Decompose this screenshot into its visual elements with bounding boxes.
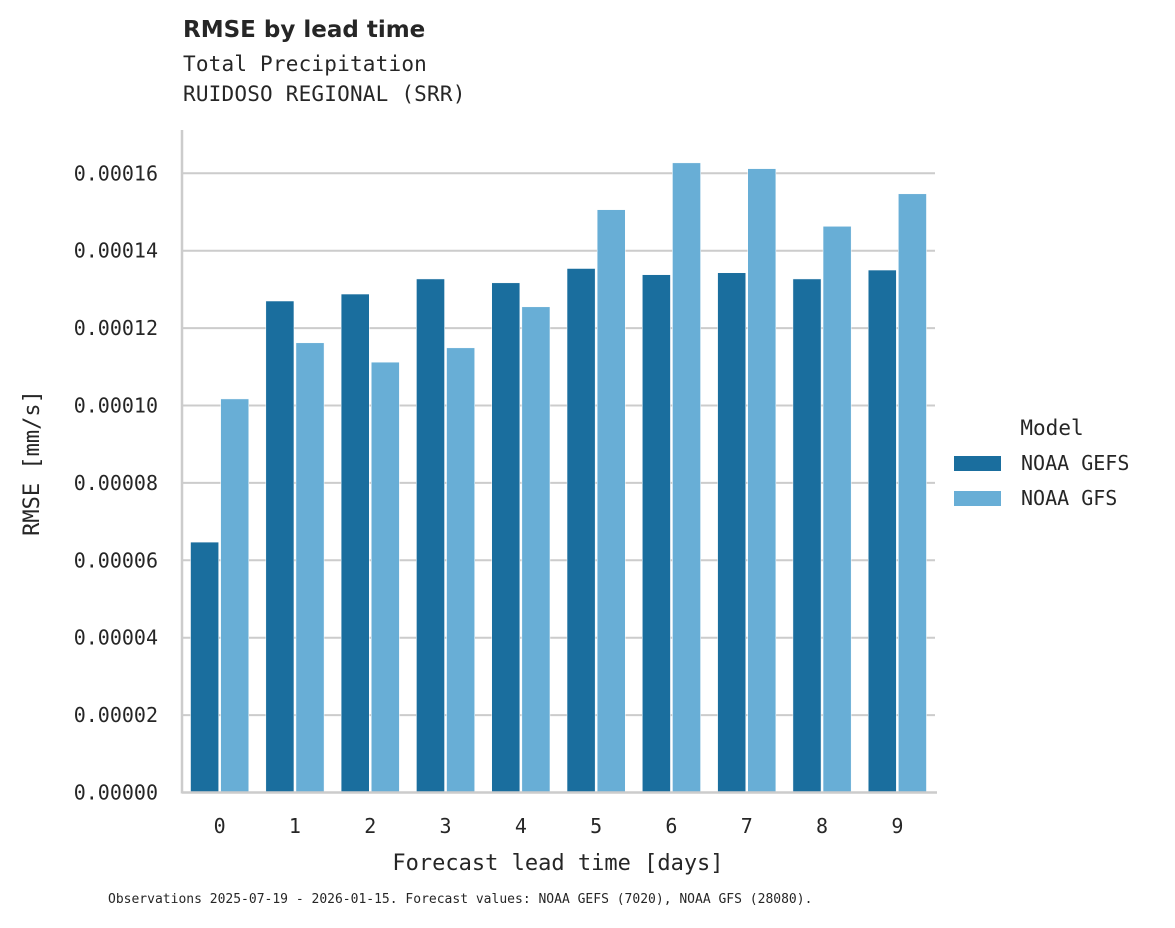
legend-title: Model	[1020, 416, 1083, 440]
y-tick-label: 0.00014	[74, 239, 158, 263]
legend: Model NOAA GEFS NOAA GFS	[954, 416, 1129, 510]
x-tick-label: 1	[289, 814, 301, 838]
bar-noaa-gefs-lead-2	[340, 293, 370, 793]
x-tick-label: 3	[440, 814, 452, 838]
chart-subtitle-variable: Total Precipitation	[183, 52, 428, 76]
axes	[180, 130, 937, 794]
bar-noaa-gefs-lead-5	[566, 268, 596, 793]
y-tick-labels: 0.00000 0.00002 0.00004 0.00006 0.00008 0.000…	[74, 161, 158, 804]
bar-noaa-gfs-lead-7	[747, 168, 777, 793]
y-tick-label: 0.00012	[74, 316, 158, 340]
x-tick-label: 0	[214, 814, 226, 838]
x-tick-label: 7	[741, 814, 753, 838]
x-tick-label: 6	[665, 814, 677, 838]
legend-swatch-noaa-gefs	[954, 456, 1001, 471]
bar-noaa-gfs-lead-2	[371, 361, 400, 793]
bar-noaa-gfs-lead-3	[446, 347, 475, 793]
bar-noaa-gefs-lead-9	[867, 269, 897, 793]
y-tick-label: 0.00006	[74, 548, 158, 572]
x-tick-label: 8	[816, 814, 828, 838]
bar-noaa-gefs-lead-7	[717, 272, 747, 793]
chart-subtitle-station: RUIDOSO REGIONAL (SRR)	[183, 82, 466, 106]
y-tick-label: 0.00008	[74, 471, 158, 495]
bar-noaa-gfs-lead-5	[596, 209, 626, 793]
x-tick-label: 5	[590, 814, 602, 838]
bar-noaa-gfs-lead-9	[898, 193, 927, 793]
y-tick-label: 0.00000	[74, 781, 158, 805]
x-tick-label: 2	[364, 814, 376, 838]
y-axis-label: RMSE [mm/s]	[20, 390, 45, 536]
legend-label: NOAA GEFS	[1021, 451, 1129, 475]
bar-noaa-gfs-lead-1	[295, 342, 325, 793]
x-tick-label: 9	[891, 814, 903, 838]
y-tick-label: 0.00010	[74, 394, 158, 418]
bar-noaa-gefs-lead-8	[792, 278, 822, 793]
x-tick-labels: 0 1 2 3 4 5 6 7 8 9	[214, 814, 904, 838]
legend-swatch-noaa-gfs	[954, 491, 1001, 506]
footnote: Observations 2025-07-19 - 2026-01-15. Fo…	[108, 892, 813, 907]
bar-noaa-gefs-lead-1	[265, 300, 295, 793]
bar-noaa-gefs-lead-6	[642, 274, 671, 793]
legend-label: NOAA GFS	[1021, 486, 1117, 510]
bars	[190, 162, 927, 793]
y-tick-label: 0.00002	[74, 703, 158, 727]
bar-noaa-gfs-lead-4	[521, 306, 551, 793]
y-tick-label: 0.00016	[74, 161, 158, 185]
bar-noaa-gfs-lead-8	[822, 226, 852, 793]
chart-title: RMSE by lead time	[183, 17, 426, 43]
x-axis-label: Forecast lead time [days]	[392, 851, 723, 876]
bar-noaa-gefs-lead-0	[190, 541, 219, 793]
x-tick-label: 4	[515, 814, 527, 838]
bar-noaa-gefs-lead-3	[416, 278, 445, 793]
y-tick-label: 0.00004	[74, 626, 158, 650]
gridlines	[182, 172, 935, 717]
bar-noaa-gfs-lead-6	[672, 162, 701, 793]
bar-noaa-gefs-lead-4	[491, 282, 521, 793]
bar-noaa-gfs-lead-0	[220, 398, 250, 793]
